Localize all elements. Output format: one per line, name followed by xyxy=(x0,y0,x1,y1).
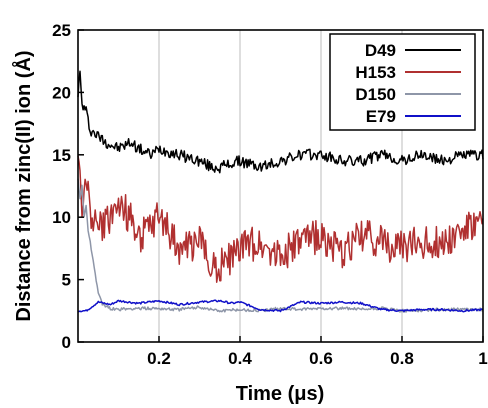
y-tick-label: 10 xyxy=(52,208,71,227)
y-tick-label: 25 xyxy=(52,21,71,40)
data-series xyxy=(77,70,484,313)
series-line-h153 xyxy=(77,155,484,283)
x-tick-label: 0.8 xyxy=(390,349,414,368)
legend-label-d150: D150 xyxy=(355,85,396,104)
x-tick-label: 0.6 xyxy=(309,349,333,368)
x-tick-label: 0.2 xyxy=(147,349,171,368)
series-line-d49 xyxy=(77,70,484,174)
legend-label-d49: D49 xyxy=(365,41,396,60)
plot-frame xyxy=(77,29,484,343)
x-tick-label: 1 xyxy=(478,349,487,368)
y-tick-label: 0 xyxy=(62,333,71,352)
y-tick-label: 20 xyxy=(52,83,71,102)
y-axis-title: Distance from zinc(II) ion (Å) xyxy=(11,50,35,321)
legend-label-e79: E79 xyxy=(366,107,396,126)
series-line-e79 xyxy=(77,299,484,313)
legend: D49 H153 D150 E79 xyxy=(329,33,476,131)
series-line-d150 xyxy=(77,178,484,313)
x-tick-label: 0.4 xyxy=(228,349,252,368)
legend-label-h153: H153 xyxy=(355,63,396,82)
y-tick-label: 5 xyxy=(62,271,71,290)
y-tick-label: 15 xyxy=(52,146,71,165)
x-axis-title: Time (μs) xyxy=(236,383,325,405)
